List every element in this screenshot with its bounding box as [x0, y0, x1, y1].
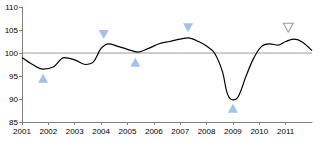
- svg-text:2010: 2010: [250, 127, 268, 136]
- svg-text:110: 110: [5, 3, 18, 12]
- svg-text:2007: 2007: [171, 127, 189, 136]
- svg-text:2003: 2003: [66, 127, 84, 136]
- svg-text:2004: 2004: [92, 127, 110, 136]
- svg-text:85: 85: [9, 118, 18, 127]
- svg-text:90: 90: [9, 95, 18, 104]
- svg-text:2001: 2001: [13, 127, 31, 136]
- svg-text:2008: 2008: [198, 127, 216, 136]
- svg-text:95: 95: [9, 72, 18, 81]
- svg-text:2006: 2006: [145, 127, 163, 136]
- svg-text:2009: 2009: [224, 127, 242, 136]
- svg-text:2011: 2011: [277, 127, 295, 136]
- svg-text:100: 100: [5, 49, 19, 58]
- svg-text:2005: 2005: [119, 127, 137, 136]
- svg-text:2002: 2002: [39, 127, 57, 136]
- svg-text:105: 105: [5, 26, 19, 35]
